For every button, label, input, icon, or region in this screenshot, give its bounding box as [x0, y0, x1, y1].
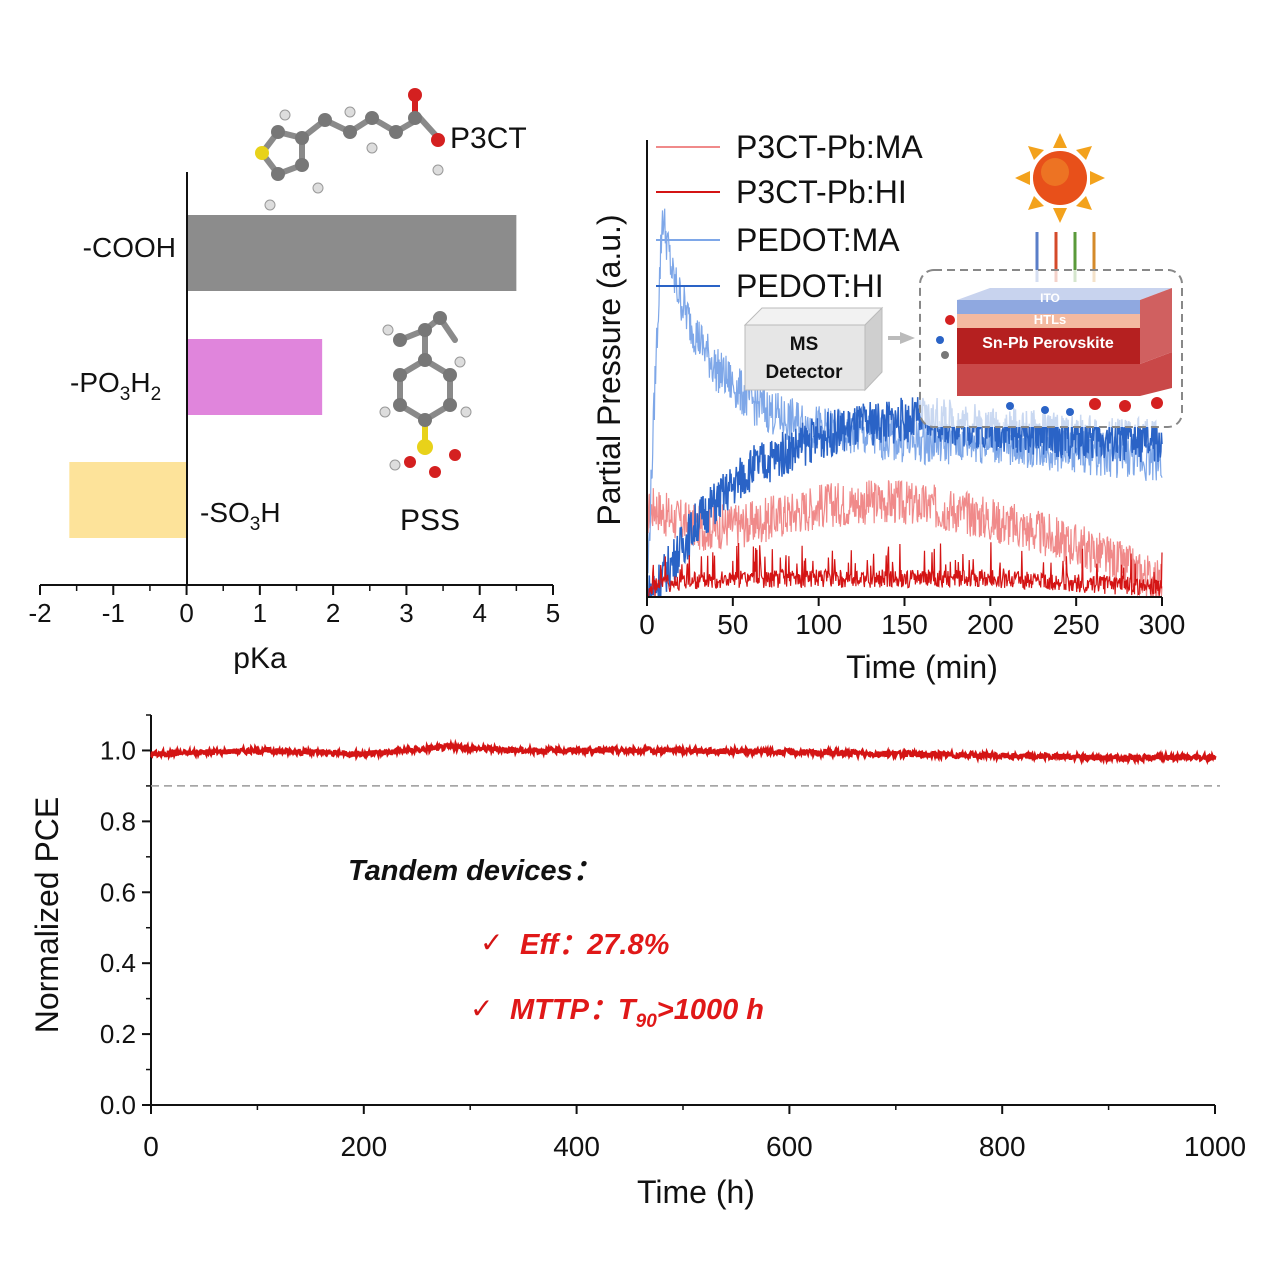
pressure-chart: 0 50 100 150 200 250 300 Time (min) Partial Pr…: [591, 129, 1185, 685]
pressure-x-label: Time (min): [846, 649, 998, 685]
so3h-main: -SO: [200, 497, 250, 528]
pka-category-so3h: -SO3H: [200, 497, 281, 535]
sun-icon: [1015, 133, 1105, 223]
tandem-heading: Tandem devices：: [348, 855, 602, 887]
po3h2-main: -PO: [70, 367, 120, 398]
stability-x-label: Time (h): [637, 1174, 755, 1210]
pressure-tick-label: 300: [1139, 609, 1186, 640]
pressure-y-label: Partial Pressure (a.u.): [591, 214, 627, 525]
eff-annotation: Eff：27.8%: [520, 929, 669, 961]
pressure-tick-label: 150: [881, 609, 928, 640]
mttp-pre: MTTP：T: [510, 994, 638, 1026]
pressure-lines: [646, 208, 1163, 598]
legend-label-pedot-ma: PEDOT:MA: [736, 222, 900, 258]
pka-tick-label: -2: [28, 598, 51, 628]
pka-category-po3h2: -PO3H2: [70, 367, 161, 405]
pka-tick-label: 1: [253, 598, 267, 628]
pka-tick-label: 5: [546, 598, 560, 628]
mttp-post: >1000 h: [657, 994, 764, 1026]
stability-y-tick-label: 0.8: [100, 806, 136, 836]
pka-category-cooh: -COOH: [83, 232, 176, 263]
p3ct-atoms: [255, 88, 445, 211]
device-stack: ITO HTLs Sn-Pb Perovskite: [957, 288, 1172, 396]
layer-htls: HTLs: [1034, 312, 1067, 327]
pka-tick-label: 2: [326, 598, 340, 628]
pss-atoms: [379, 311, 472, 478]
escaping-molecules-icon: [936, 315, 1163, 416]
pka-bar-cooh: [186, 215, 517, 291]
pss-label: PSS: [400, 504, 460, 537]
stability-y-tick-label: 0.2: [100, 1019, 136, 1049]
stability-x-tick-label: 200: [340, 1131, 387, 1162]
stability-ticks: 0 200 400 600 800 1000 0.0 0.2 0.4 0.6 0.8 1.0: [100, 714, 1246, 1162]
pka-x-ticks: -2 -1 0 1 2 3 4 5: [28, 585, 560, 628]
legend-label-p3ct-ma: P3CT-Pb:MA: [736, 129, 923, 165]
detector-label-1: MS: [790, 334, 819, 355]
pka-tick-label: 3: [399, 598, 413, 628]
pressure-series-p3ct-pb-ma: [646, 480, 1163, 598]
arrow-icon: [888, 332, 915, 344]
pka-bar-so3h: [69, 462, 187, 538]
stability-x-tick-label: 600: [766, 1131, 813, 1162]
stability-y-tick-label: 0.0: [100, 1090, 136, 1120]
stability-series-normalized-pce: [150, 738, 1217, 766]
pressure-tick-label: 250: [1053, 609, 1100, 640]
stability-y-label: Normalized PCE: [29, 797, 65, 1034]
pka-tick-label: 0: [179, 598, 193, 628]
ms-detector: MS Detector: [743, 306, 884, 392]
pressure-tick-label: 200: [967, 609, 1014, 640]
check-icon-eff: ✓: [480, 927, 503, 958]
stability-chart: 0 200 400 600 800 1000 0.0 0.2 0.4 0.6 0.8 1.0 Time…: [29, 714, 1246, 1210]
stability-x-tick-label: 1000: [1184, 1131, 1246, 1162]
layer-perovskite: Sn-Pb Perovskite: [982, 335, 1114, 352]
stability-x-tick-label: 0: [143, 1131, 159, 1162]
pka-tick-label: 4: [472, 598, 486, 628]
pressure-tick-label: 100: [795, 609, 842, 640]
pressure-series-p3ct-pb-hi: [646, 542, 1163, 598]
stability-y-tick-label: 0.6: [100, 877, 136, 907]
po3h2-sub2: 2: [151, 384, 162, 405]
detector-label-2: Detector: [765, 362, 843, 383]
p3ct-label: P3CT: [450, 122, 527, 155]
po3h2-mid: H: [130, 367, 150, 398]
stability-y-tick-label: 0.4: [100, 948, 136, 978]
so3h-mid: H: [260, 497, 280, 528]
pka-tick-label: -1: [102, 598, 125, 628]
mttp-sub: 90: [636, 1011, 658, 1032]
stability-lines: [150, 738, 1217, 766]
po3h2-sub1: 3: [120, 384, 131, 405]
pka-x-label: pKa: [233, 642, 287, 675]
mttp-annotation: MTTP：T90>1000 h: [510, 994, 764, 1032]
pka-chart: -2 -1 0 1 2 3 4 5 pKa -COOH -PO3H2 -SO3H: [28, 88, 560, 675]
stability-x-tick-label: 800: [979, 1131, 1026, 1162]
pressure-series-pedot-hi: [646, 397, 1163, 598]
pka-bars: [69, 215, 517, 538]
so3h-sub1: 3: [250, 514, 261, 535]
check-icon-mttp: ✓: [470, 993, 493, 1024]
pka-bar-po3h2: [186, 339, 323, 415]
pressure-tick-label: 50: [717, 609, 748, 640]
pressure-tick-label: 0: [639, 609, 655, 640]
legend-label-p3ct-hi: P3CT-Pb:HI: [736, 174, 907, 210]
stability-y-tick-label: 1.0: [100, 735, 136, 765]
layer-ito: ITO: [1040, 291, 1060, 305]
pressure-x-ticks: 0 50 100 150 200 250 300: [639, 597, 1185, 640]
pressure-legend: P3CT-Pb:MA P3CT-Pb:HI PEDOT:MA PEDOT:HI: [656, 129, 923, 304]
stability-x-tick-label: 400: [553, 1131, 600, 1162]
legend-label-pedot-hi: PEDOT:HI: [736, 268, 884, 304]
